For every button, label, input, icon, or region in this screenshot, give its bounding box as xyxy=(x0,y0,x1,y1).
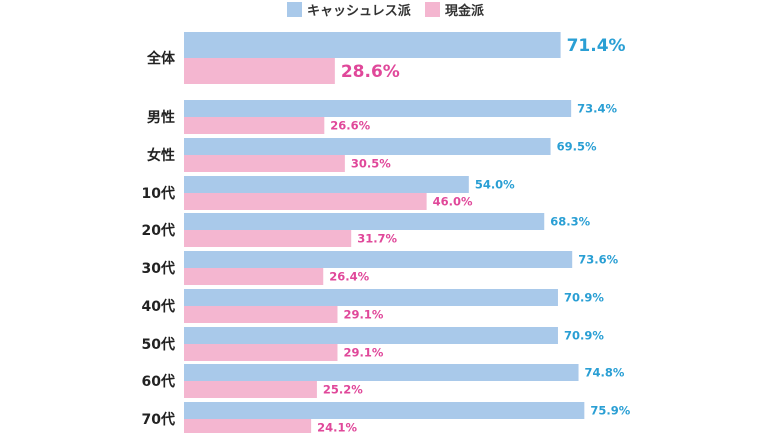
bar-cash-6 xyxy=(184,306,338,323)
value-label-cash-8: 25.2% xyxy=(323,383,363,397)
bar-cashless-5 xyxy=(184,251,573,268)
category-label-0: 全体 xyxy=(146,50,176,67)
value-label-cash-4: 31.7% xyxy=(357,232,397,246)
bars xyxy=(184,32,585,433)
value-labels: 71.4% 28.6% 73.4% 26.6% 69.5% 30.5% 54.0%46.0%… xyxy=(317,36,631,433)
bar-cashless-1 xyxy=(184,100,572,117)
category-label-9: 70代 xyxy=(142,411,175,428)
bar-cashless-8 xyxy=(184,364,579,381)
bar-cash-4 xyxy=(184,230,352,247)
value-label-cash-9: 24.1% xyxy=(317,421,357,433)
value-label-cash-7: 29.1% xyxy=(343,346,383,360)
bar-cashless-2 xyxy=(184,138,551,155)
value-label-cash-3: 46.0% xyxy=(433,195,473,209)
value-label-cash-1: 26.6% xyxy=(330,119,370,133)
category-label-7: 50代 xyxy=(142,336,175,353)
bar-cash-9 xyxy=(184,419,312,433)
bar-cashless-3 xyxy=(184,176,469,193)
legend-swatch-1 xyxy=(425,2,440,17)
value-label-cashless-8: 74.8% xyxy=(585,366,625,380)
category-label-1: 男性 xyxy=(147,109,175,126)
bar-cash-0 xyxy=(184,58,335,84)
value-label-cashless-5: 73.6% xyxy=(578,253,618,267)
value-label-cash-2: 30.5% xyxy=(351,157,391,171)
bar-cashless-4 xyxy=(184,213,545,230)
value-label-cashless-1: 73.4% xyxy=(577,102,617,116)
value-label-cash-0: 28.6% xyxy=(341,62,400,82)
category-label-4: 20代 xyxy=(142,222,175,239)
value-label-cashless-0: 71.4% xyxy=(567,36,626,56)
value-label-cashless-2: 69.5% xyxy=(557,140,597,154)
legend-swatch-0 xyxy=(287,2,302,17)
value-label-cashless-7: 70.9% xyxy=(564,329,604,343)
bar-cash-7 xyxy=(184,344,338,361)
value-label-cash-5: 26.4% xyxy=(329,270,369,284)
bar-cash-3 xyxy=(184,193,427,210)
legend-label-1: 現金派 xyxy=(445,3,485,19)
bar-cashless-0 xyxy=(184,32,561,58)
category-label-3: 10代 xyxy=(142,185,175,202)
category-label-5: 30代 xyxy=(142,260,175,277)
bar-cash-1 xyxy=(184,117,325,134)
bar-cash-5 xyxy=(184,268,324,285)
bar-cashless-7 xyxy=(184,327,558,344)
category-label-2: 女性 xyxy=(147,147,175,164)
bar-cashless-6 xyxy=(184,289,558,306)
category-label-6: 40代 xyxy=(142,298,175,315)
value-label-cashless-3: 54.0% xyxy=(475,178,515,192)
value-label-cash-6: 29.1% xyxy=(343,308,383,322)
bar-cash-8 xyxy=(184,381,317,398)
category-label-8: 60代 xyxy=(142,373,175,390)
value-label-cashless-9: 75.9% xyxy=(590,404,630,418)
bar-cashless-9 xyxy=(184,402,585,419)
value-label-cashless-4: 68.3% xyxy=(550,215,590,229)
legend-label-0: キャッシュレス派 xyxy=(307,4,412,19)
value-label-cashless-6: 70.9% xyxy=(564,291,604,305)
legend: キャッシュレス派 現金派 xyxy=(287,2,485,19)
bar-cash-2 xyxy=(184,155,345,172)
